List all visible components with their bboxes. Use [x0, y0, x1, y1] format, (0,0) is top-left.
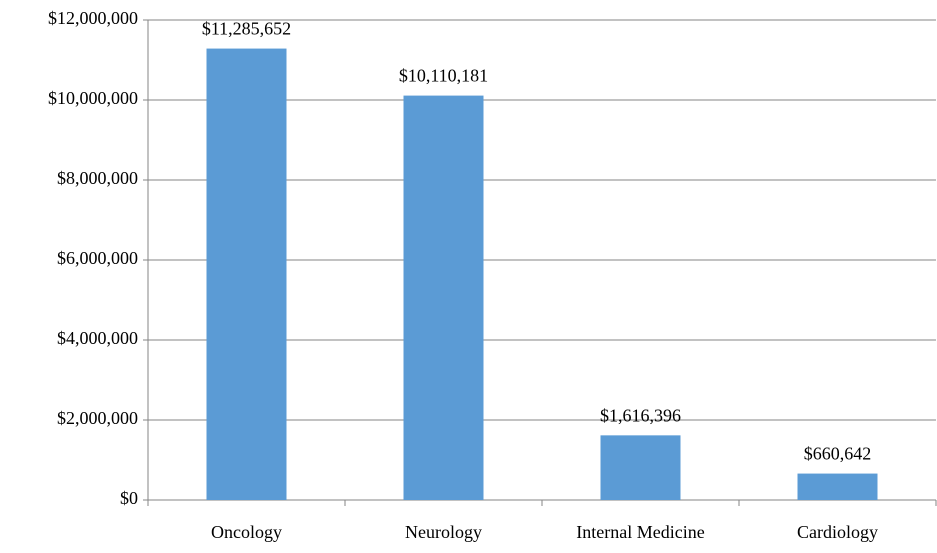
data-label: $1,616,396	[600, 405, 681, 425]
x-tick-label: Internal Medicine	[576, 522, 704, 542]
x-tick-label: Oncology	[211, 522, 282, 542]
bar	[600, 435, 681, 500]
y-tick-label: $4,000,000	[57, 328, 138, 348]
y-tick-label: $8,000,000	[57, 168, 138, 188]
data-label: $11,285,652	[202, 19, 291, 39]
data-label: $10,110,181	[399, 66, 488, 86]
bar	[797, 473, 878, 500]
x-tick-label: Cardiology	[797, 522, 878, 542]
y-tick-label: $0	[120, 488, 138, 508]
bar	[206, 48, 287, 501]
y-tick-label: $2,000,000	[57, 408, 138, 428]
y-tick-label: $10,000,000	[48, 88, 138, 108]
data-label: $660,642	[804, 444, 872, 464]
y-tick-label: $6,000,000	[57, 248, 138, 268]
x-tick-label: Neurology	[405, 522, 482, 542]
y-tick-label: $12,000,000	[48, 8, 138, 28]
bar	[403, 95, 484, 500]
